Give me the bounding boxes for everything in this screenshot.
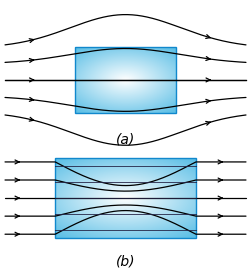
Text: (a): (a): [116, 132, 134, 146]
Text: (b): (b): [115, 254, 135, 268]
Bar: [75, 47, 175, 113]
Bar: [55, 158, 195, 238]
